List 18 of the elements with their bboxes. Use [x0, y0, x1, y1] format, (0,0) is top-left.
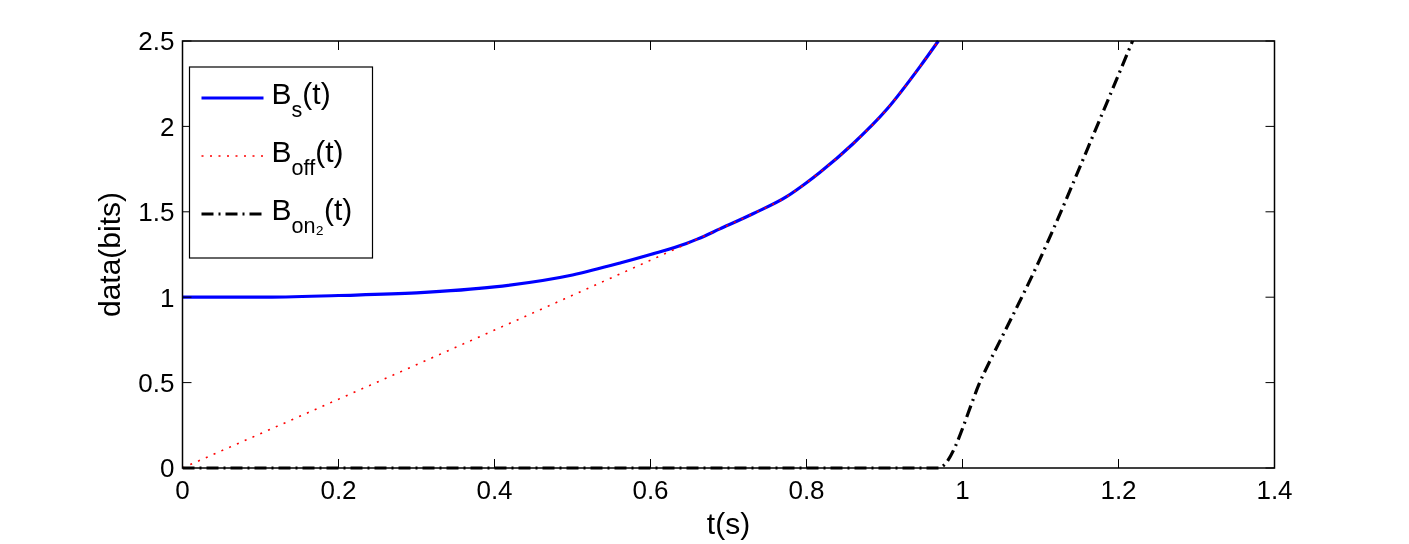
- x-tick-label: 0.4: [476, 475, 513, 505]
- x-axis-title: t(s): [706, 507, 751, 540]
- y-tick-label: 0: [160, 453, 175, 484]
- y-tick-label: 2.5: [138, 26, 175, 57]
- x-tick-label: 0.8: [788, 475, 825, 505]
- x-tick-label: 0.6: [632, 475, 669, 505]
- x-tick-label: 1.2: [1100, 475, 1137, 505]
- y-axis-title: data(bits): [93, 191, 126, 318]
- y-tick-label: 1: [160, 282, 175, 313]
- x-tick-label: 0.2: [320, 475, 357, 505]
- y-tick-label: 1.5: [138, 197, 175, 228]
- legend-label: B$_{on₂}$(t): [271, 193, 353, 238]
- y-tick-label: 2: [160, 111, 175, 142]
- legend-label: B$_{off}$(t): [271, 135, 344, 180]
- legend-label: B$_{s}$(t): [271, 77, 331, 122]
- y-tick-label: 0.5: [138, 367, 175, 398]
- x-tick-label: 1.4: [1256, 475, 1293, 505]
- x-tick-label: 1: [955, 475, 970, 505]
